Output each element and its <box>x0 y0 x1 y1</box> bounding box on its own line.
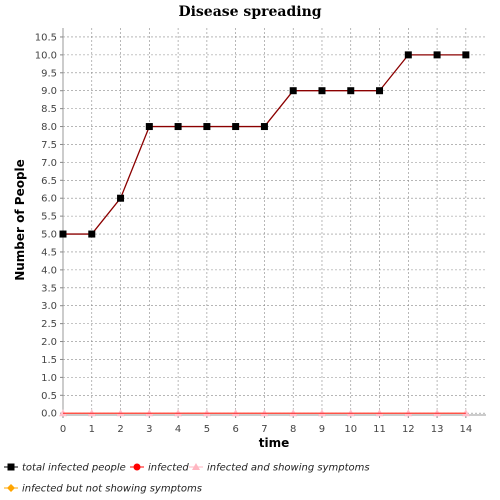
data-point <box>145 123 153 131</box>
y-tick-label: 5.0 <box>41 230 57 241</box>
legend-label: infected and showing symptoms <box>207 463 370 474</box>
y-tick-label: 3.0 <box>41 301 57 312</box>
y-tick-label: 5.5 <box>41 212 57 223</box>
y-tick-label: 9.0 <box>41 86 57 97</box>
data-point <box>260 409 269 417</box>
data-point <box>346 409 355 417</box>
data-point <box>317 409 326 417</box>
legend-label: infected <box>148 463 189 474</box>
x-axis-label: time <box>259 436 290 450</box>
chart-title: Disease spreading <box>178 4 321 20</box>
legend-marker <box>192 463 200 470</box>
data-point <box>347 87 355 95</box>
y-tick-label: 1.0 <box>41 373 57 384</box>
data-point <box>433 51 441 59</box>
x-tick-label: 2 <box>117 424 123 435</box>
x-tick-label: 0 <box>60 424 66 435</box>
data-point <box>59 409 67 417</box>
data-point <box>174 123 182 131</box>
legend-marker <box>7 463 15 471</box>
data-point <box>318 87 326 95</box>
x-tick-label: 4 <box>175 424 181 435</box>
data-point <box>231 409 240 417</box>
y-tick-label: 8.0 <box>41 122 57 133</box>
data-point <box>145 409 154 417</box>
y-tick-label: 7.0 <box>41 158 57 169</box>
y-tick-label: 0.5 <box>41 391 57 402</box>
y-tick-label: 7.5 <box>41 140 57 151</box>
data-point <box>174 409 183 417</box>
y-tick-label: 3.5 <box>41 283 57 294</box>
y-tick-label: 8.5 <box>41 104 57 115</box>
x-axis-ticks: 0 1 2 3 4 5 6 7 8 9 10 11 12 13 14 <box>60 415 472 435</box>
y-tick-label: 10.0 <box>35 50 57 61</box>
data-point <box>116 409 125 417</box>
legend-label: total infected people <box>22 463 126 474</box>
y-tick-label: 2.0 <box>41 337 57 348</box>
data-point <box>404 409 413 417</box>
data-point <box>461 409 470 417</box>
x-tick-label: 5 <box>204 424 210 435</box>
legend: total infected people infected infected an… <box>4 463 370 495</box>
plot-area <box>63 28 486 415</box>
x-tick-label: 12 <box>402 424 415 435</box>
legend-item-1: infected <box>130 463 189 474</box>
data-point <box>203 123 211 131</box>
legend-marker <box>133 463 141 471</box>
y-tick-label: 10.5 <box>35 32 57 43</box>
x-tick-label: 7 <box>261 424 267 435</box>
y-tick-label: 4.5 <box>41 247 57 258</box>
y-tick-label: 1.5 <box>41 355 57 366</box>
x-tick-label: 8 <box>290 424 296 435</box>
series-2 <box>59 409 470 417</box>
legend-item-3: infected but not showing symptoms <box>4 484 202 495</box>
x-tick-label: 13 <box>431 424 444 435</box>
x-tick-label: 6 <box>232 424 238 435</box>
x-tick-label: 14 <box>459 424 472 435</box>
series-0 <box>59 51 470 238</box>
y-tick-label: 6.5 <box>41 176 57 187</box>
y-tick-label: 9.5 <box>41 68 57 79</box>
legend-item-0: total infected people <box>4 463 126 474</box>
y-tick-label: 6.0 <box>41 194 57 205</box>
data-point <box>462 51 470 59</box>
data-point <box>289 87 297 95</box>
data-point <box>376 87 384 95</box>
data-point <box>260 123 268 131</box>
data-point <box>433 409 442 417</box>
data-point <box>289 409 298 417</box>
series-layer <box>59 51 470 417</box>
data-point <box>375 409 384 417</box>
data-point <box>404 51 412 59</box>
data-point <box>59 230 67 238</box>
data-point <box>117 194 125 202</box>
x-tick-label: 3 <box>146 424 152 435</box>
y-axis-label: Number of People <box>13 159 27 281</box>
data-point <box>88 230 96 238</box>
legend-item-2: infected and showing symptoms <box>189 463 370 474</box>
x-tick-label: 9 <box>319 424 325 435</box>
data-point <box>202 409 211 417</box>
y-tick-label: 2.5 <box>41 319 57 330</box>
y-tick-label: 0.0 <box>41 409 57 420</box>
legend-label: infected but not showing symptoms <box>22 484 202 495</box>
data-point <box>87 409 96 417</box>
grid-layer <box>62 28 486 415</box>
x-tick-label: 10 <box>344 424 357 435</box>
x-tick-label: 1 <box>89 424 95 435</box>
y-tick-label: 4.0 <box>41 265 57 276</box>
data-point <box>232 123 240 131</box>
legend-marker <box>7 484 15 492</box>
x-tick-label: 11 <box>373 424 386 435</box>
